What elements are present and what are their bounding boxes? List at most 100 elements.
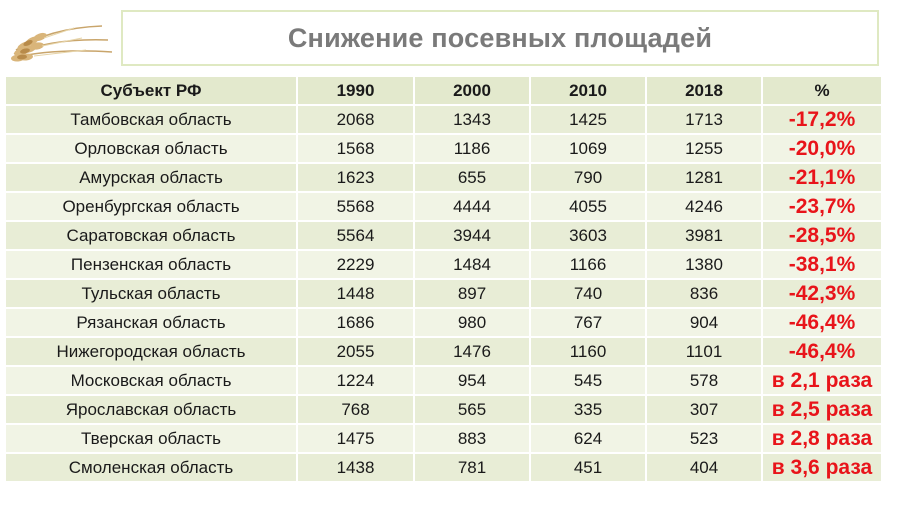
value-2018-cell: 1380 [645, 249, 763, 280]
value-2018-cell: 836 [645, 278, 763, 309]
table-row: Амурская область 1623 655 790 1281 -21,1% [4, 162, 883, 193]
value-2000-cell: 954 [413, 365, 531, 396]
value-1990-cell: 1224 [296, 365, 415, 396]
value-1990-cell: 1686 [296, 307, 415, 338]
table-row: Рязанская область 1686 980 767 904 -46,4% [4, 307, 883, 338]
value-2010-cell: 1160 [529, 336, 647, 367]
title-banner: Снижение посевных площадей [121, 10, 879, 66]
value-1990-cell: 1623 [296, 162, 415, 193]
table-row: Смоленская область 1438 781 451 404 в 3,6 раз… [4, 452, 883, 483]
page-title: Снижение посевных площадей [287, 22, 713, 53]
value-2018-cell: 523 [645, 423, 763, 454]
value-2000-cell: 883 [413, 423, 531, 454]
table-row: Тверская область 1475 883 624 523 в 2,8 раза [4, 423, 883, 454]
value-2018-cell: 1255 [645, 133, 763, 164]
wheat-ears-icon [4, 8, 116, 68]
change-cell: -28,5% [761, 220, 883, 251]
value-2018-cell: 578 [645, 365, 763, 396]
value-2010-cell: 1425 [529, 104, 647, 135]
region-name-cell: Рязанская область [4, 307, 298, 338]
header-2000: 2000 [413, 75, 531, 106]
value-2010-cell: 1166 [529, 249, 647, 280]
value-2000-cell: 897 [413, 278, 531, 309]
value-2010-cell: 3603 [529, 220, 647, 251]
value-1990-cell: 5564 [296, 220, 415, 251]
change-cell: -20,0% [761, 133, 883, 164]
value-2010-cell: 624 [529, 423, 647, 454]
table-row: Саратовская область 5564 3944 3603 3981 -28,5… [4, 220, 883, 251]
value-2010-cell: 790 [529, 162, 647, 193]
value-2000-cell: 980 [413, 307, 531, 338]
change-cell: -21,1% [761, 162, 883, 193]
value-1990-cell: 1568 [296, 133, 415, 164]
table-row: Московская область 1224 954 545 578 в 2,1 раз… [4, 365, 883, 396]
value-2010-cell: 740 [529, 278, 647, 309]
change-cell: -46,4% [761, 307, 883, 338]
value-2018-cell: 1713 [645, 104, 763, 135]
change-cell: -23,7% [761, 191, 883, 222]
value-2018-cell: 4246 [645, 191, 763, 222]
region-name-cell: Орловская область [4, 133, 298, 164]
table-row: Тамбовская область 2068 1343 1425 1713 -17,2% [4, 104, 883, 135]
value-1990-cell: 2068 [296, 104, 415, 135]
table-row: Тульская область 1448 897 740 836 -42,3% [4, 278, 883, 309]
value-1990-cell: 1475 [296, 423, 415, 454]
region-name-cell: Пензенская область [4, 249, 298, 280]
value-2000-cell: 1343 [413, 104, 531, 135]
value-2000-cell: 1186 [413, 133, 531, 164]
value-2018-cell: 904 [645, 307, 763, 338]
region-name-cell: Саратовская область [4, 220, 298, 251]
value-2018-cell: 3981 [645, 220, 763, 251]
table-row: Оренбургская область 5568 4444 4055 4246 -23,… [4, 191, 883, 222]
value-2010-cell: 4055 [529, 191, 647, 222]
value-1990-cell: 5568 [296, 191, 415, 222]
change-cell: в 2,1 раза [761, 365, 883, 396]
value-2000-cell: 781 [413, 452, 531, 483]
value-2000-cell: 4444 [413, 191, 531, 222]
header-subject: Субъект РФ [4, 75, 298, 106]
value-2000-cell: 655 [413, 162, 531, 193]
value-2018-cell: 404 [645, 452, 763, 483]
change-cell: -38,1% [761, 249, 883, 280]
value-1990-cell: 2229 [296, 249, 415, 280]
header-percent: % [761, 75, 883, 106]
value-2000-cell: 1476 [413, 336, 531, 367]
region-name-cell: Амурская область [4, 162, 298, 193]
change-cell: в 2,5 раза [761, 394, 883, 425]
value-2010-cell: 545 [529, 365, 647, 396]
region-name-cell: Тульская область [4, 278, 298, 309]
value-2018-cell: 307 [645, 394, 763, 425]
region-name-cell: Нижегородская область [4, 336, 298, 367]
value-2018-cell: 1281 [645, 162, 763, 193]
value-1990-cell: 1438 [296, 452, 415, 483]
region-name-cell: Московская область [4, 365, 298, 396]
table-row: Орловская область 1568 1186 1069 1255 -20,0% [4, 133, 883, 164]
header-row: Субъект РФ 1990 2000 2010 2018 % [4, 75, 883, 106]
table-row: Нижегородская область 2055 1476 1160 1101 -46… [4, 336, 883, 367]
header-2018: 2018 [645, 75, 763, 106]
value-2000-cell: 3944 [413, 220, 531, 251]
value-2010-cell: 1069 [529, 133, 647, 164]
region-name-cell: Оренбургская область [4, 191, 298, 222]
change-cell: -17,2% [761, 104, 883, 135]
change-cell: в 3,6 раза [761, 452, 883, 483]
header-1990: 1990 [296, 75, 415, 106]
value-2010-cell: 451 [529, 452, 647, 483]
change-cell: -46,4% [761, 336, 883, 367]
value-1990-cell: 1448 [296, 278, 415, 309]
value-2000-cell: 565 [413, 394, 531, 425]
data-table: Субъект РФ 1990 2000 2010 2018 % Тамбовс… [4, 75, 883, 483]
change-cell: -42,3% [761, 278, 883, 309]
region-name-cell: Смоленская область [4, 452, 298, 483]
region-name-cell: Тверская область [4, 423, 298, 454]
table-row: Ярославская область 768 565 335 307 в 2,5 раз… [4, 394, 883, 425]
value-2010-cell: 767 [529, 307, 647, 338]
header-2010: 2010 [529, 75, 647, 106]
table-row: Пензенская область 2229 1484 1166 1380 -38,1% [4, 249, 883, 280]
value-2018-cell: 1101 [645, 336, 763, 367]
region-name-cell: Тамбовская область [4, 104, 298, 135]
value-2010-cell: 335 [529, 394, 647, 425]
value-2000-cell: 1484 [413, 249, 531, 280]
region-name-cell: Ярославская область [4, 394, 298, 425]
change-cell: в 2,8 раза [761, 423, 883, 454]
